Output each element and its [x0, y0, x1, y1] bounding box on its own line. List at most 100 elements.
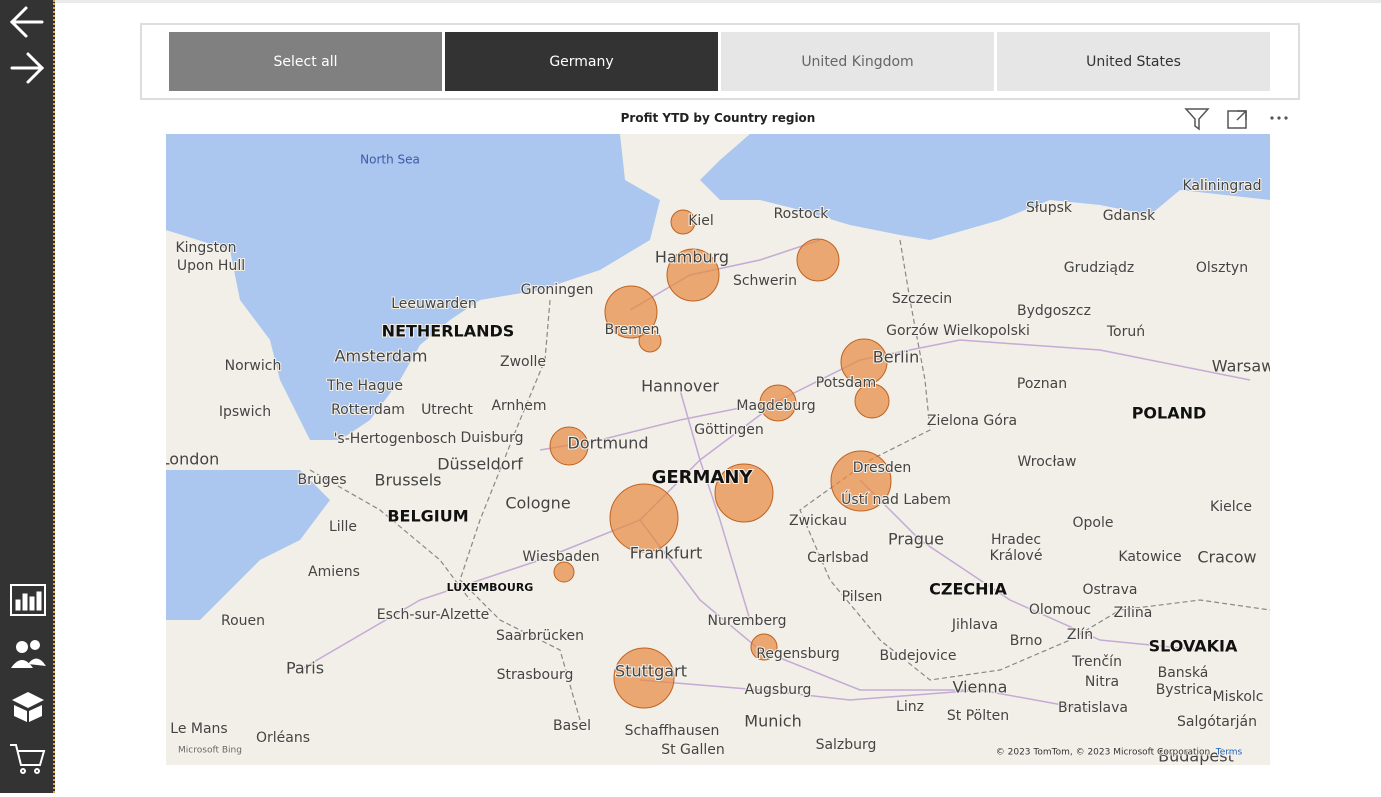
city-label: Dresden — [853, 460, 912, 476]
slicer-button[interactable]: United Kingdom — [721, 32, 994, 91]
city-label: Rotterdam — [331, 402, 405, 418]
city-label: Utrecht — [421, 402, 473, 418]
city-label: Wrocław — [1018, 454, 1077, 470]
slicer-button[interactable]: Germany — [445, 32, 718, 91]
bubble — [553, 561, 575, 583]
city-label: Jihlava — [951, 617, 998, 633]
bubble — [854, 383, 890, 419]
city-label: Groningen — [521, 282, 594, 298]
people-icon[interactable] — [11, 640, 46, 668]
country-label: BELGIUM — [387, 507, 468, 526]
city-label: Zlín — [1067, 627, 1093, 643]
city-label: St Pölten — [947, 708, 1009, 724]
city-label: Basel — [553, 718, 591, 734]
visual-header-icons — [1184, 108, 1288, 131]
forward-button[interactable] — [10, 52, 45, 84]
city-label: Potsdam — [816, 375, 876, 391]
city-label: Kielce — [1210, 499, 1252, 515]
bubble — [549, 426, 589, 466]
city-label: Salgótarján — [1177, 714, 1257, 730]
cart-icon[interactable] — [10, 744, 46, 774]
city-label: Rostock — [774, 206, 830, 222]
city-label: Poznan — [1017, 376, 1067, 392]
more-options-icon[interactable] — [1270, 116, 1288, 120]
city-label: Bydgoszcz — [1017, 303, 1091, 319]
slicer-button[interactable]: Select all — [169, 32, 442, 91]
slicer: Select all Germany United Kingdom United St… — [140, 23, 1300, 100]
water — [166, 134, 1270, 620]
country-label: NETHERLANDS — [382, 322, 515, 341]
country-label: CZECHIA — [929, 580, 1007, 599]
borders — [309, 239, 1270, 721]
city-label: Prague — [888, 530, 944, 549]
england — [166, 230, 310, 470]
map-labels: North Sea NETHERLANDS POLAND GERMANY BELGIUM… — [166, 153, 1270, 766]
map: North Sea NETHERLANDS POLAND GERMANY BELGIUM… — [166, 134, 1270, 765]
city-label: Dortmund — [568, 434, 649, 453]
city-label: Trenčín — [1071, 654, 1122, 670]
map-terms-link[interactable]: Terms — [1214, 747, 1244, 759]
city-label: Bremen — [605, 322, 660, 338]
city-label: Pilsen — [842, 589, 883, 605]
city-label: The Hague — [326, 378, 403, 394]
city-label: Upon Hull — [177, 258, 245, 274]
city-label: Kaliningrad — [1182, 178, 1261, 194]
city-label: Norwich — [225, 358, 282, 374]
country-label: GERMANY — [652, 467, 754, 488]
city-label: Katowice — [1118, 549, 1181, 565]
bubble — [714, 463, 774, 523]
city-label: Olsztyn — [1196, 260, 1248, 276]
city-label: Amsterdam — [335, 347, 428, 366]
bubble — [750, 633, 778, 661]
city-label: Banská — [1158, 665, 1209, 681]
city-label: Schaffhausen — [625, 723, 720, 739]
city-label: Hannover — [641, 377, 719, 396]
country-label: POLAND — [1132, 404, 1207, 423]
city-label: Berlin — [873, 348, 919, 367]
city-label: Wiesbaden — [522, 549, 599, 565]
map-copyright: © 2023 TomTom, © 2023 Microsoft Corporat… — [996, 748, 1210, 758]
city-label: Słupsk — [1026, 200, 1073, 216]
city-label: Zilina — [1114, 605, 1153, 621]
nav-icons — [9, 6, 46, 774]
city-label: Warsaw — [1212, 357, 1270, 376]
city-label: Nitra — [1085, 674, 1119, 690]
report-icon[interactable] — [10, 584, 46, 616]
bubble — [830, 450, 892, 512]
city-label: Miskolc — [1212, 689, 1263, 705]
city-label: Budapest — [1158, 747, 1234, 766]
bubble — [670, 209, 696, 235]
city-label: Bruges — [297, 472, 346, 488]
country-label: LUXEMBOURG — [447, 581, 534, 594]
slicer-button[interactable]: United States — [997, 32, 1270, 91]
city-label: Zwickau — [789, 513, 847, 529]
city-label: Toruń — [1106, 324, 1145, 340]
city-label: Orléans — [256, 730, 310, 746]
city-label: Amiens — [308, 564, 360, 580]
filter-icon[interactable] — [1184, 108, 1210, 131]
city-label: Grudziądz — [1064, 260, 1134, 276]
city-label: Rouen — [221, 613, 265, 629]
city-label: Saarbrücken — [496, 628, 584, 644]
city-label: Ústí nad Labem — [841, 490, 951, 508]
top-divider — [55, 0, 1381, 3]
focus-mode-icon[interactable] — [1227, 110, 1247, 129]
city-label: Munich — [744, 712, 801, 731]
city-label: Frankfurt — [630, 544, 702, 563]
map-provider: Microsoft Bing — [178, 746, 242, 756]
box-icon[interactable] — [12, 692, 44, 722]
city-label: Brno — [1010, 633, 1043, 649]
back-button[interactable] — [9, 6, 44, 38]
city-label: Magdeburg — [736, 398, 815, 414]
bubble — [796, 238, 840, 282]
bubble — [840, 338, 888, 386]
city-label: Le Mans — [170, 721, 227, 737]
bubble — [613, 647, 675, 709]
sea-label: North Sea — [360, 153, 420, 167]
visual-title: Profit YTD by Country region — [620, 111, 816, 125]
city-label: Augsburg — [745, 682, 812, 698]
city-label: Hradec — [991, 532, 1041, 548]
city-label: Paris — [286, 659, 324, 678]
city-label: Carlsbad — [807, 550, 869, 566]
